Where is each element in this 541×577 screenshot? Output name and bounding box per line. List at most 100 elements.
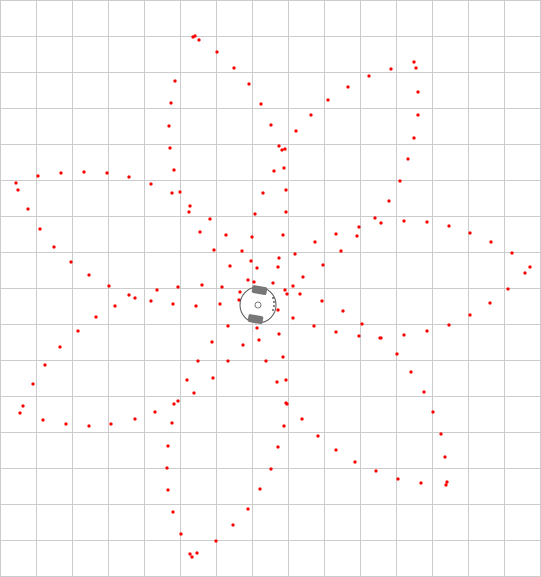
trail-dot (373, 216, 377, 220)
trail-dot (284, 401, 288, 405)
trail-dot (257, 338, 261, 342)
trail-dot (269, 123, 273, 127)
trail-dot (300, 417, 304, 421)
trail-dot (246, 507, 250, 511)
trail-dot (82, 170, 86, 174)
trail-dot (316, 434, 320, 438)
trail-dot (149, 182, 153, 186)
trail-dot (127, 293, 131, 297)
trail-dot (76, 329, 80, 333)
trail-dot (313, 240, 317, 244)
trail-dot (153, 410, 157, 414)
trail-dot (298, 292, 302, 296)
trail-dot (447, 323, 451, 327)
trail-dot (171, 302, 175, 306)
trail-dot (419, 481, 423, 485)
trail-dot (510, 251, 514, 255)
trail-dot (210, 340, 214, 344)
trail-dot (412, 136, 416, 140)
trail-dot (253, 212, 257, 216)
trail-dot (14, 181, 18, 185)
trail-dot (41, 418, 45, 422)
trail-dot (277, 144, 281, 148)
trail-dot (528, 265, 532, 269)
trail-dot (224, 233, 228, 237)
trail-dot (259, 102, 263, 106)
trail-dot (416, 113, 420, 117)
trail-dot (127, 175, 131, 179)
trail-dot (339, 249, 343, 253)
trail-dot (409, 370, 413, 374)
trail-dot (36, 174, 40, 178)
trail (14, 34, 532, 559)
trail-dot (133, 417, 137, 421)
trail-dot (293, 252, 297, 256)
trail-dot (87, 424, 91, 428)
trail-dot (277, 256, 281, 260)
trail-dot (149, 299, 153, 303)
trail-dot (283, 147, 287, 151)
robot-wheel-bottom (247, 314, 264, 325)
trail-dot (179, 532, 183, 536)
trail-dot (107, 284, 111, 288)
trail-dot (334, 448, 338, 452)
trail-dot (21, 404, 25, 408)
trail-dot (406, 157, 410, 161)
trail-dot (169, 101, 173, 105)
trail-dot (284, 188, 288, 192)
trail-dot (190, 555, 194, 559)
trail-dot (276, 308, 280, 312)
trail-dot (187, 210, 191, 214)
robot-sensor-3 (273, 305, 275, 307)
trail-dot (276, 265, 280, 269)
trail-dot (488, 301, 492, 305)
trail-dot (444, 483, 448, 487)
trail-dot (309, 113, 313, 117)
trail-dot (247, 82, 251, 86)
trail-dot (284, 210, 288, 214)
trail-dot (334, 330, 338, 334)
trail-dot (258, 487, 262, 491)
trail-dot (94, 315, 98, 319)
trail-dot (357, 225, 361, 229)
trail-dot (355, 234, 359, 238)
trail-dot (255, 266, 259, 270)
trail-dot (16, 188, 20, 192)
trail-dot (166, 488, 170, 492)
trail-dot (167, 124, 171, 128)
trail-dot (272, 169, 276, 173)
trail-dot (170, 191, 174, 195)
trail-dot (379, 221, 383, 225)
trail-dot (422, 390, 426, 394)
trail-dot (200, 283, 204, 287)
trail-dot (284, 378, 288, 382)
trail-dot (214, 539, 218, 543)
trail-dot (228, 264, 232, 268)
trail-dot (280, 148, 284, 152)
trail-dot (226, 324, 230, 328)
trail-dot (269, 467, 273, 471)
trail-dot (237, 298, 241, 302)
trail-dot (389, 67, 393, 71)
trail-dot (468, 313, 472, 317)
trail-dot (301, 275, 305, 279)
trail-dot (194, 304, 198, 308)
trail-dot (425, 220, 429, 224)
trail-dot (176, 399, 180, 403)
trail-dot (241, 343, 245, 347)
trail-dot (87, 273, 91, 277)
trail-dot (155, 288, 159, 292)
robot-sensor-4 (272, 309, 274, 311)
trail-dot (246, 278, 250, 282)
trail-dot (231, 523, 235, 527)
trail-dot (192, 391, 196, 395)
trail-dot (105, 171, 109, 175)
trail-dot (211, 376, 215, 380)
trail-dot (109, 422, 113, 426)
trail-dot (334, 232, 338, 236)
trail-dot (395, 352, 399, 356)
trail-dot (281, 355, 285, 359)
trail-dot (113, 304, 117, 308)
trail-dot (425, 329, 429, 333)
